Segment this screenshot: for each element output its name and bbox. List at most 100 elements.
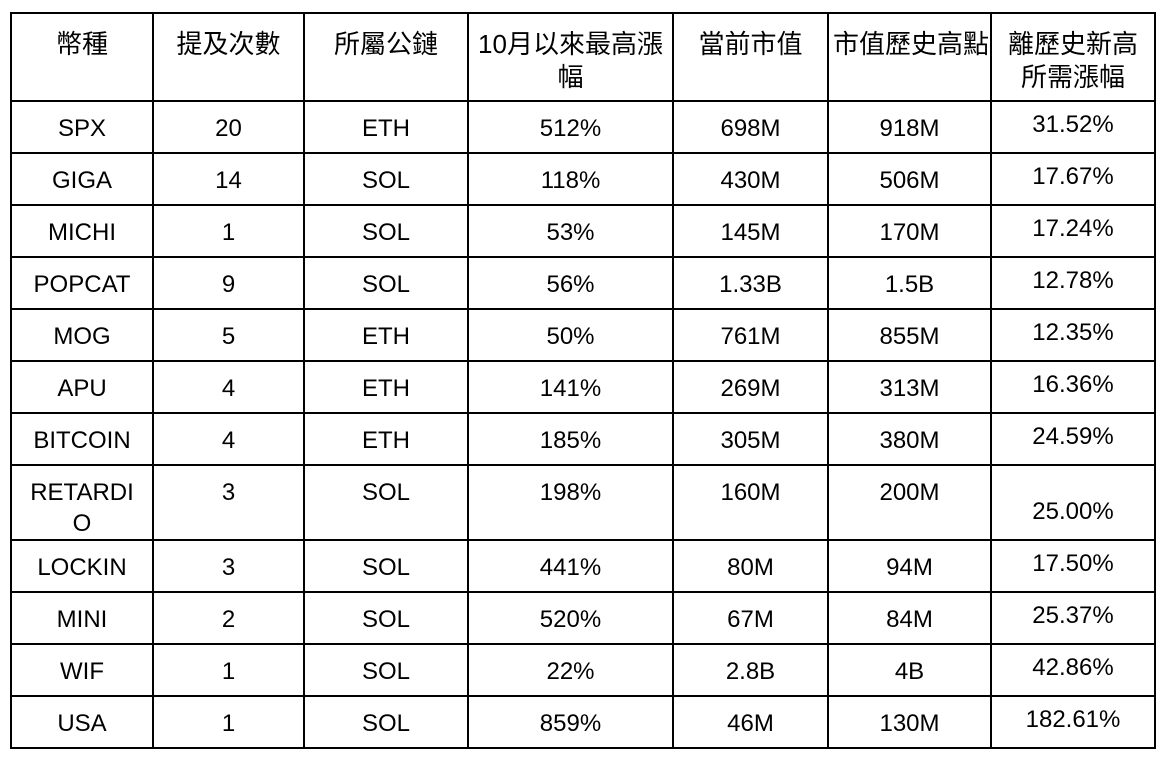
cell-current-mcap: 80M bbox=[672, 539, 829, 593]
cell-chain: ETH bbox=[303, 412, 469, 466]
cell-max-gain-since-oct: 141% bbox=[467, 360, 674, 414]
column-header-chain: 所屬公鏈 bbox=[303, 12, 469, 102]
cell-current-mcap: 430M bbox=[672, 152, 829, 206]
cell-coin: MINI bbox=[10, 591, 154, 645]
cell-coin: APU bbox=[10, 360, 154, 414]
cell-mention-count: 14 bbox=[152, 152, 305, 206]
cell-coin: RETARDIO bbox=[10, 464, 154, 541]
cell-ath-mcap: 200M bbox=[827, 464, 992, 541]
column-header-max-gain-since-oct: 10月以來最高漲 幅 bbox=[467, 12, 674, 102]
column-header-gain-needed-to-ath: 離歷史新高 所需漲幅 bbox=[990, 12, 1156, 102]
cell-max-gain-since-oct: 53% bbox=[467, 204, 674, 258]
cell-mention-count: 9 bbox=[152, 256, 305, 310]
cell-ath-mcap: 918M bbox=[827, 100, 992, 154]
cell-max-gain-since-oct: 441% bbox=[467, 539, 674, 593]
cell-max-gain-since-oct: 198% bbox=[467, 464, 674, 541]
cell-coin: MOG bbox=[10, 308, 154, 362]
cell-gain-needed-to-ath: 182.61% bbox=[990, 695, 1156, 749]
cell-current-mcap: 160M bbox=[672, 464, 829, 541]
cell-coin: USA bbox=[10, 695, 154, 749]
cell-coin: GIGA bbox=[10, 152, 154, 206]
cell-current-mcap: 305M bbox=[672, 412, 829, 466]
cell-mention-count: 3 bbox=[152, 539, 305, 593]
cell-ath-mcap: 94M bbox=[827, 539, 992, 593]
cell-mention-count: 2 bbox=[152, 591, 305, 645]
cell-mention-count: 1 bbox=[152, 695, 305, 749]
cell-max-gain-since-oct: 520% bbox=[467, 591, 674, 645]
cell-current-mcap: 761M bbox=[672, 308, 829, 362]
cell-max-gain-since-oct: 56% bbox=[467, 256, 674, 310]
cell-ath-mcap: 313M bbox=[827, 360, 992, 414]
cell-chain: SOL bbox=[303, 695, 469, 749]
cell-coin: BITCOIN bbox=[10, 412, 154, 466]
cell-chain: ETH bbox=[303, 360, 469, 414]
cell-ath-mcap: 170M bbox=[827, 204, 992, 258]
cell-ath-mcap: 4B bbox=[827, 643, 992, 697]
cell-current-mcap: 1.33B bbox=[672, 256, 829, 310]
memecoin-stats-table: 幣種 提及次數 所屬公鏈 10月以來最高漲 幅當前市值 市值歷史高點 離歷史新高 所需漲幅… bbox=[10, 12, 1156, 749]
cell-ath-mcap: 855M bbox=[827, 308, 992, 362]
cell-current-mcap: 145M bbox=[672, 204, 829, 258]
cell-gain-needed-to-ath: 25.00% bbox=[990, 464, 1156, 541]
cell-max-gain-since-oct: 118% bbox=[467, 152, 674, 206]
table-row: RETARDIO 3 SOL 198% 160M 200M 25.00% bbox=[10, 464, 1156, 541]
table-row: MOG 5 ETH 50% 761M 855M 12.35% bbox=[10, 308, 1156, 362]
cell-gain-needed-to-ath: 16.36% bbox=[990, 360, 1156, 414]
cell-current-mcap: 698M bbox=[672, 100, 829, 154]
cell-gain-needed-to-ath: 17.24% bbox=[990, 204, 1156, 258]
cell-current-mcap: 2.8B bbox=[672, 643, 829, 697]
cell-gain-needed-to-ath: 24.59% bbox=[990, 412, 1156, 466]
cell-ath-mcap: 380M bbox=[827, 412, 992, 466]
cell-gain-needed-to-ath: 12.78% bbox=[990, 256, 1156, 310]
column-header-current-mcap: 當前市值 bbox=[672, 12, 829, 102]
header-row: 幣種 提及次數 所屬公鏈 10月以來最高漲 幅當前市值 市值歷史高點 離歷史新高 所需漲幅 bbox=[10, 12, 1156, 102]
cell-chain: SOL bbox=[303, 152, 469, 206]
cell-chain: ETH bbox=[303, 100, 469, 154]
table-row: POPCAT 9 SOL 56% 1.33B 1.5B 12.78% bbox=[10, 256, 1156, 310]
table-row: LOCKIN 3 SOL 441% 80M 94M 17.50% bbox=[10, 539, 1156, 593]
table-row: APU 4 ETH 141% 269M 313M 16.36% bbox=[10, 360, 1156, 414]
cell-max-gain-since-oct: 22% bbox=[467, 643, 674, 697]
cell-gain-needed-to-ath: 17.50% bbox=[990, 539, 1156, 593]
column-header-mention-count: 提及次數 bbox=[152, 12, 305, 102]
cell-chain: SOL bbox=[303, 204, 469, 258]
cell-ath-mcap: 506M bbox=[827, 152, 992, 206]
cell-gain-needed-to-ath: 31.52% bbox=[990, 100, 1156, 154]
cell-mention-count: 5 bbox=[152, 308, 305, 362]
cell-ath-mcap: 1.5B bbox=[827, 256, 992, 310]
cell-chain: SOL bbox=[303, 464, 469, 541]
cell-mention-count: 4 bbox=[152, 360, 305, 414]
cell-ath-mcap: 130M bbox=[827, 695, 992, 749]
cell-max-gain-since-oct: 185% bbox=[467, 412, 674, 466]
cell-current-mcap: 269M bbox=[672, 360, 829, 414]
cell-chain: SOL bbox=[303, 591, 469, 645]
column-header-ath-mcap: 市值歷史高點 bbox=[827, 12, 992, 102]
table-row: WIF 1 SOL 22% 2.8B 4B 42.86% bbox=[10, 643, 1156, 697]
cell-current-mcap: 46M bbox=[672, 695, 829, 749]
cell-max-gain-since-oct: 512% bbox=[467, 100, 674, 154]
cell-coin: WIF bbox=[10, 643, 154, 697]
cell-mention-count: 3 bbox=[152, 464, 305, 541]
cell-current-mcap: 67M bbox=[672, 591, 829, 645]
cell-mention-count: 1 bbox=[152, 204, 305, 258]
cell-chain: SOL bbox=[303, 539, 469, 593]
cell-max-gain-since-oct: 50% bbox=[467, 308, 674, 362]
cell-mention-count: 1 bbox=[152, 643, 305, 697]
table-row: MICHI 1 SOL 53% 145M 170M 17.24% bbox=[10, 204, 1156, 258]
cell-coin: POPCAT bbox=[10, 256, 154, 310]
cell-gain-needed-to-ath: 25.37% bbox=[990, 591, 1156, 645]
table-row: MINI 2 SOL 520% 67M 84M 25.37% bbox=[10, 591, 1156, 645]
table-row: BITCOIN 4 ETH 185% 305M 380M 24.59% bbox=[10, 412, 1156, 466]
cell-coin: LOCKIN bbox=[10, 539, 154, 593]
cell-gain-needed-to-ath: 17.67% bbox=[990, 152, 1156, 206]
cell-max-gain-since-oct: 859% bbox=[467, 695, 674, 749]
cell-chain: SOL bbox=[303, 643, 469, 697]
cell-mention-count: 4 bbox=[152, 412, 305, 466]
cell-gain-needed-to-ath: 12.35% bbox=[990, 308, 1156, 362]
cell-ath-mcap: 84M bbox=[827, 591, 992, 645]
cell-mention-count: 20 bbox=[152, 100, 305, 154]
table-body: SPX 20 ETH 512% 698M 918M 31.52% GIGA 14 SOL 118% 4… bbox=[10, 100, 1156, 749]
cell-coin: SPX bbox=[10, 100, 154, 154]
table-row: SPX 20 ETH 512% 698M 918M 31.52% bbox=[10, 100, 1156, 154]
cell-chain: SOL bbox=[303, 256, 469, 310]
